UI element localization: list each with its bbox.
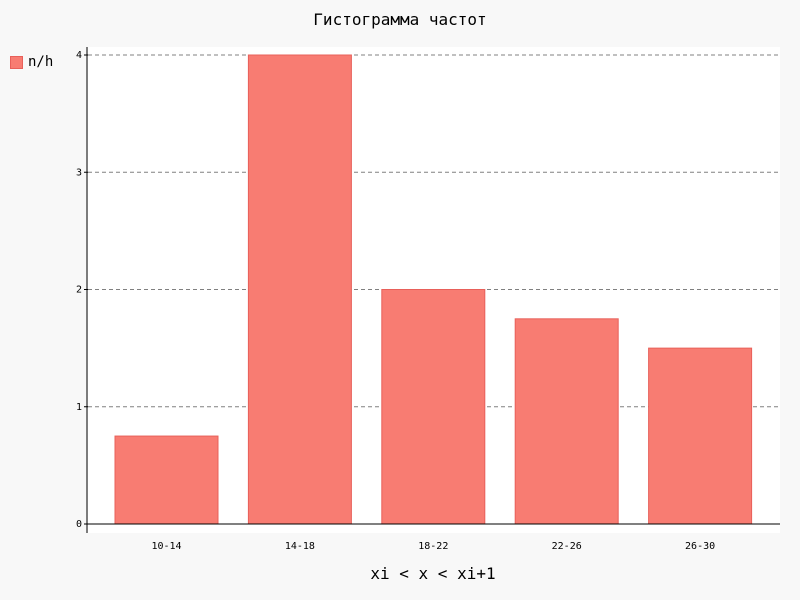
y-tick-label: 4 [76,50,82,61]
y-tick-label: 0 [76,519,82,530]
ticks-layer: 0 1 2 3 4 10-14 14-18 18-22 22-26 26-30 [76,50,715,552]
bar-22-26[interactable] [514,318,619,525]
y-tick-label: 3 [76,167,82,178]
legend[interactable]: n/h [10,54,53,70]
bar-10-14[interactable] [114,435,219,525]
x-tick-label: 14-18 [285,541,315,552]
bars-layer [114,54,753,525]
bar-26-30[interactable] [648,347,753,525]
y-tick-label: 1 [76,402,82,413]
x-axis-label: xi < x < xi+1 [370,564,496,583]
legend-label: n/h [28,54,54,70]
legend-swatch [10,55,23,69]
bar-18-22[interactable] [381,289,486,525]
bar-14-18[interactable] [247,54,352,525]
y-tick-label: 2 [76,285,82,296]
x-tick-label: 26-30 [685,541,715,552]
x-tick-label: 10-14 [151,541,181,552]
x-tick-label: 22-26 [552,541,582,552]
chart-title: Гистограмма частот [313,10,487,29]
x-tick-label: 18-22 [418,541,448,552]
